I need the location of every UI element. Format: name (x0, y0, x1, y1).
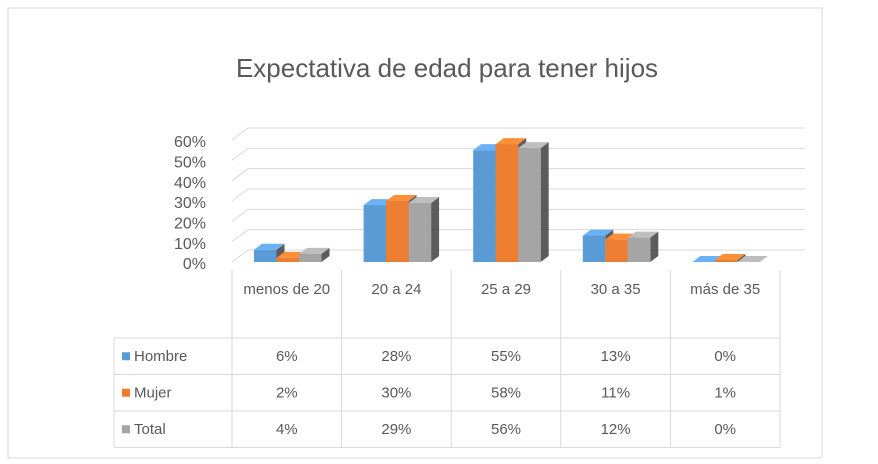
value-label: 6% (276, 348, 298, 365)
bar-side (540, 142, 549, 262)
legend-label: Hombre (134, 348, 187, 365)
x-tick-label: más de 35 (690, 281, 761, 298)
legend-label: Total (134, 421, 166, 438)
bar-top (299, 247, 330, 254)
bar-side (737, 253, 746, 262)
bar (714, 259, 738, 262)
legend-label: Mujer (134, 385, 172, 402)
value-label: 2% (276, 385, 298, 402)
y-tick-label: 50% (174, 155, 206, 172)
y-tick-label: 30% (174, 195, 206, 212)
value-label: 55% (491, 348, 521, 365)
value-label: 29% (381, 421, 411, 438)
value-label: 58% (491, 385, 521, 402)
bar (363, 205, 387, 262)
x-tick-label: menos de 20 (243, 281, 331, 298)
legend-swatch (122, 352, 130, 361)
category-cell: 30 a 35 (590, 281, 641, 298)
bar (299, 253, 322, 262)
x-tick-label: 25 a 29 (480, 281, 531, 298)
bar (276, 257, 299, 262)
value-label: 30% (381, 385, 411, 402)
bar (254, 249, 277, 262)
bar (518, 148, 541, 262)
bar-top (408, 197, 440, 204)
legend-swatch (122, 388, 130, 397)
bar (408, 203, 432, 262)
grid-line (231, 188, 805, 202)
y-tick-label: 60% (174, 134, 206, 151)
category-cell: 25 a 29 (480, 281, 531, 298)
bar (495, 144, 519, 262)
legend-swatch (122, 425, 130, 434)
value-label: 56% (491, 421, 521, 438)
value-label: 1% (714, 385, 736, 402)
value-label: 13% (601, 348, 631, 365)
grid-line (231, 147, 805, 161)
bar-side (650, 231, 659, 262)
bar (582, 235, 606, 262)
value-label: 12% (601, 421, 631, 438)
x-tick-label: 30 a 35 (590, 281, 641, 298)
bar-side (431, 197, 440, 262)
bar (473, 150, 496, 262)
value-label: 28% (381, 348, 411, 365)
value-label: 0% (714, 421, 736, 438)
y-tick-label: 10% (174, 236, 206, 253)
category-cell: menos de 20 (243, 281, 331, 298)
bar-top (582, 229, 614, 236)
bar (627, 237, 651, 262)
bar-top (714, 253, 746, 260)
value-label: 11% (601, 385, 630, 402)
chart-title: Expectativa de edad para tener hijos (236, 53, 658, 83)
bar-top (627, 231, 659, 238)
grid-line (231, 208, 805, 222)
value-label: 0% (714, 348, 736, 365)
bar-side (321, 247, 330, 262)
y-tick-label: 40% (174, 175, 206, 192)
grid-line (231, 127, 805, 141)
grid-line (231, 229, 805, 243)
bar-top (518, 142, 549, 149)
bar (386, 201, 409, 262)
bar-top (737, 256, 768, 262)
bar-top (495, 138, 527, 145)
x-tick-label: 20 a 24 (371, 281, 422, 298)
y-tick-label: 20% (174, 216, 206, 233)
value-label: 4% (276, 421, 298, 438)
grid-line (231, 168, 805, 182)
bar (605, 239, 628, 262)
bar-top (254, 243, 285, 250)
category-cell: 20 a 24 (371, 281, 422, 298)
y-tick-label: 0% (183, 256, 206, 273)
category-cell: más de 35 (690, 281, 761, 298)
bar-top (386, 195, 417, 201)
